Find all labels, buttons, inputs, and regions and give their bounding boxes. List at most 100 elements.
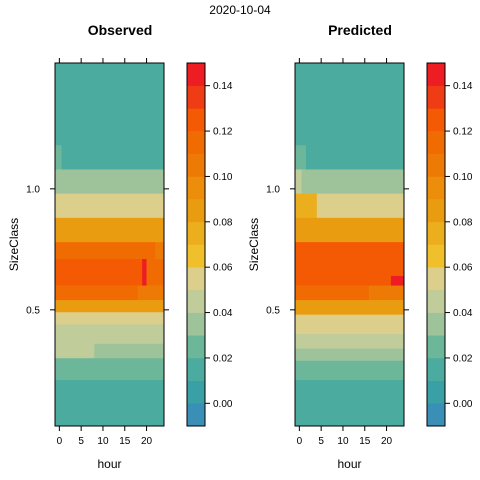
- colorkey-tick-label: 0.08: [453, 217, 473, 228]
- heatmap-cell: [295, 194, 317, 219]
- colorkey: 0.00 0.02 0.04 0.06 0.08 0.10 0.12 0.14: [187, 63, 233, 426]
- x-tick-label: 10: [337, 436, 349, 447]
- colorkey-swatch: [427, 86, 445, 109]
- y-tick-label: 0.5: [26, 305, 40, 316]
- heatmap-cell: [295, 63, 404, 146]
- y-axis-label: SizeClass: [247, 218, 261, 271]
- colorkey-swatch: [187, 403, 205, 426]
- colorkey-tick-label: 0.06: [213, 263, 233, 274]
- colorkey-swatch: [187, 86, 205, 109]
- colorkey-tick-label: 0.14: [453, 81, 473, 92]
- colorkey-tick-label: 0.04: [213, 308, 233, 319]
- colorkey-swatch: [427, 381, 445, 404]
- heatmap-cell: [55, 300, 81, 312]
- x-tick-label: 5: [318, 436, 324, 447]
- heatmap-cell: [81, 300, 138, 312]
- panel-predicted: Predicted 0 5 10 15 20 0.5 1.0 hour SizeClass 0.00…: [247, 22, 473, 471]
- colorkey-tick-label: 0.12: [213, 127, 233, 138]
- colorkey-tick-label: 0.02: [213, 353, 233, 364]
- heatmap-cell: [295, 315, 404, 325]
- colorkey-tick-label: 0.00: [453, 399, 473, 410]
- heatmap-cell: [295, 349, 404, 361]
- x-tick-label: 0: [297, 436, 303, 447]
- heatmap-cell: [94, 344, 164, 359]
- heatmap-cell: [55, 63, 164, 146]
- colorkey: 0.00 0.02 0.04 0.06 0.08 0.10 0.12 0.14: [427, 63, 473, 426]
- super-title: 2020-10-04: [209, 3, 271, 17]
- colorkey-swatch: [187, 381, 205, 404]
- colorkey-swatch: [427, 131, 445, 154]
- y-tick-label: 1.0: [26, 184, 40, 195]
- x-tick-label: 15: [359, 436, 371, 447]
- colorkey-swatch: [187, 245, 205, 268]
- heatmap-cell: [55, 145, 62, 170]
- panel-title: Predicted: [328, 22, 392, 38]
- colorkey-swatch: [427, 335, 445, 358]
- colorkey-swatch: [187, 108, 205, 131]
- colorkey-tick-label: 0.10: [453, 172, 473, 183]
- heatmap-cell: [55, 194, 164, 219]
- heatmap-cell: [295, 300, 404, 315]
- colorkey-tick-label: 0.14: [213, 81, 233, 92]
- heatmap-cell: [295, 218, 404, 243]
- x-axis-label: hour: [97, 457, 121, 471]
- colorkey-swatch: [427, 267, 445, 290]
- colorkey-tick-label: 0.00: [213, 399, 233, 410]
- heatmap-cell: [55, 358, 164, 380]
- heatmap-cell: [55, 324, 164, 344]
- y-tick-label: 0.5: [266, 305, 280, 316]
- colorkey-swatch: [427, 154, 445, 177]
- heatmap-cell: [55, 380, 164, 426]
- heatmap-cell: [55, 286, 138, 301]
- heatmap-cell: [55, 242, 156, 259]
- x-tick-label: 0: [57, 436, 63, 447]
- colorkey-swatch: [187, 267, 205, 290]
- colorkey-swatch: [187, 290, 205, 313]
- x-tick-label: 5: [78, 436, 84, 447]
- heatmap-cell: [295, 169, 302, 194]
- colorkey-swatch: [427, 176, 445, 199]
- heatmap-cell: [295, 145, 306, 170]
- heatmap-cell: [55, 312, 138, 324]
- colorkey-tick-label: 0.08: [213, 217, 233, 228]
- heatmap-cell: [306, 145, 404, 170]
- colorkey-swatch: [427, 358, 445, 381]
- colorkey-tick-label: 0.02: [453, 353, 473, 364]
- x-tick-label: 10: [97, 436, 109, 447]
- y-tick-label: 1.0: [266, 184, 280, 195]
- colorkey-swatch: [427, 63, 445, 86]
- heatmap-cell: [317, 194, 405, 219]
- heatmap-cell: [295, 242, 404, 276]
- heatmap-cell: [62, 145, 165, 170]
- colorkey-swatch: [187, 222, 205, 245]
- heatmap-cell: [295, 286, 369, 301]
- heatmap-cell: [142, 259, 147, 286]
- heatmap-cell: [295, 334, 404, 349]
- colorkey-swatch: [427, 245, 445, 268]
- heatmap-cell: [138, 286, 164, 301]
- heatmap-cell: [147, 259, 165, 286]
- x-tick-label: 20: [141, 436, 153, 447]
- heatmap-cell: [55, 169, 164, 194]
- heatmap-cell: [55, 218, 164, 243]
- colorkey-swatch: [187, 335, 205, 358]
- heatmap-cell: [369, 286, 404, 301]
- colorkey-swatch: [187, 358, 205, 381]
- x-tick-label: 15: [119, 436, 131, 447]
- colorkey-swatch: [427, 313, 445, 336]
- colorkey-swatch: [187, 131, 205, 154]
- colorkey-swatch: [187, 154, 205, 177]
- heatmap-cell: [391, 276, 404, 286]
- heatmap-cell: [138, 300, 164, 312]
- colorkey-swatch: [427, 199, 445, 222]
- colorkey-swatch: [187, 63, 205, 86]
- colorkey-swatch: [187, 199, 205, 222]
- heatmap-cell: [55, 344, 95, 359]
- x-axis-label: hour: [337, 457, 361, 471]
- heatmap-cell: [295, 276, 391, 286]
- colorkey-swatch: [187, 313, 205, 336]
- heatmap-cell: [302, 169, 405, 194]
- colorkey-swatch: [427, 108, 445, 131]
